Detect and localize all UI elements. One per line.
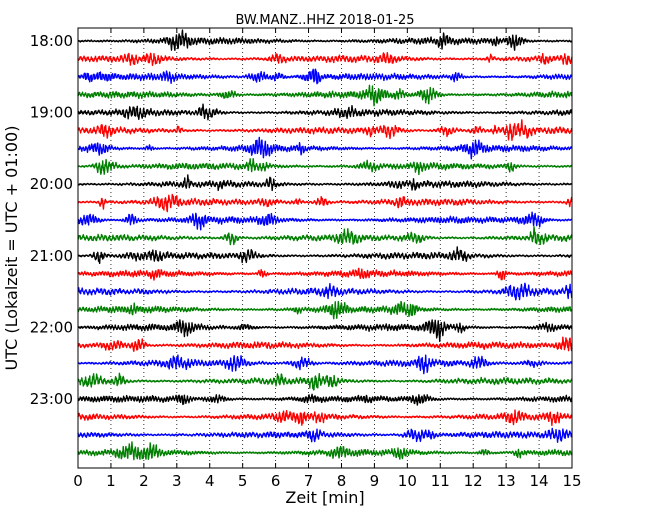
trace-line — [77, 336, 573, 352]
x-tick-label: 7 — [304, 472, 314, 490]
y-axis-ticks: 18:00 19:00 20:00 21:00 22:00 23:00 — [30, 32, 572, 408]
x-axis-label: Zeit [min] — [285, 488, 364, 507]
x-tick-label: 6 — [271, 472, 281, 490]
plot-frame — [77, 27, 573, 469]
seismogram-traces — [77, 29, 573, 461]
trace-line — [77, 267, 573, 281]
x-tick-label: 13 — [497, 472, 516, 490]
trace-line — [77, 300, 573, 320]
y-axis-label: UTC (Lokalzeit = UTC + 01:00) — [2, 126, 21, 371]
trace-line — [77, 354, 573, 375]
trace-line — [77, 119, 573, 142]
x-tick-label: 14 — [530, 472, 549, 490]
trace-line — [77, 68, 573, 85]
trace-line — [77, 193, 573, 213]
y-tick-label: 20:00 — [30, 175, 73, 193]
x-tick-label: 11 — [431, 472, 450, 490]
trace-line — [77, 103, 573, 121]
y-tick-label: 19:00 — [30, 104, 73, 122]
trace-line — [77, 52, 573, 67]
trace-line — [77, 409, 573, 427]
trace-line — [77, 441, 573, 461]
chart-title: BW.MANZ..HHZ 2018-01-25 — [235, 13, 414, 28]
x-tick-label: 10 — [398, 472, 417, 490]
y-tick-label: 21:00 — [30, 247, 73, 265]
x-tick-label: 15 — [562, 472, 581, 490]
trace-line — [77, 174, 573, 192]
x-tick-label: 5 — [238, 472, 248, 490]
x-tick-label: 0 — [73, 472, 83, 490]
trace-line — [77, 136, 573, 160]
trace-line — [77, 246, 573, 265]
trace-line — [77, 319, 573, 343]
trace-line — [77, 211, 573, 231]
x-tick-label: 2 — [139, 472, 149, 490]
trace-line — [77, 427, 573, 443]
x-tick-label: 1 — [106, 472, 116, 490]
y-tick-label: 18:00 — [30, 32, 73, 50]
x-tick-label: 8 — [337, 472, 347, 490]
y-tick-label: 22:00 — [30, 318, 73, 336]
y-tick-label: 23:00 — [30, 390, 73, 408]
trace-line — [77, 84, 573, 107]
x-tick-label: 9 — [370, 472, 380, 490]
x-axis-ticks: 0 1 2 3 4 5 6 7 8 9 10 11 12 13 14 15 — [73, 28, 582, 490]
trace-line — [77, 372, 573, 391]
trace-line — [77, 282, 573, 301]
vertical-gridlines — [110, 28, 540, 468]
x-tick-label: 12 — [464, 472, 483, 490]
trace-line — [77, 226, 573, 246]
trace-line — [77, 29, 573, 51]
trace-line — [77, 157, 573, 176]
x-tick-label: 4 — [205, 472, 215, 490]
x-tick-label: 3 — [172, 472, 182, 490]
trace-line — [77, 393, 573, 406]
